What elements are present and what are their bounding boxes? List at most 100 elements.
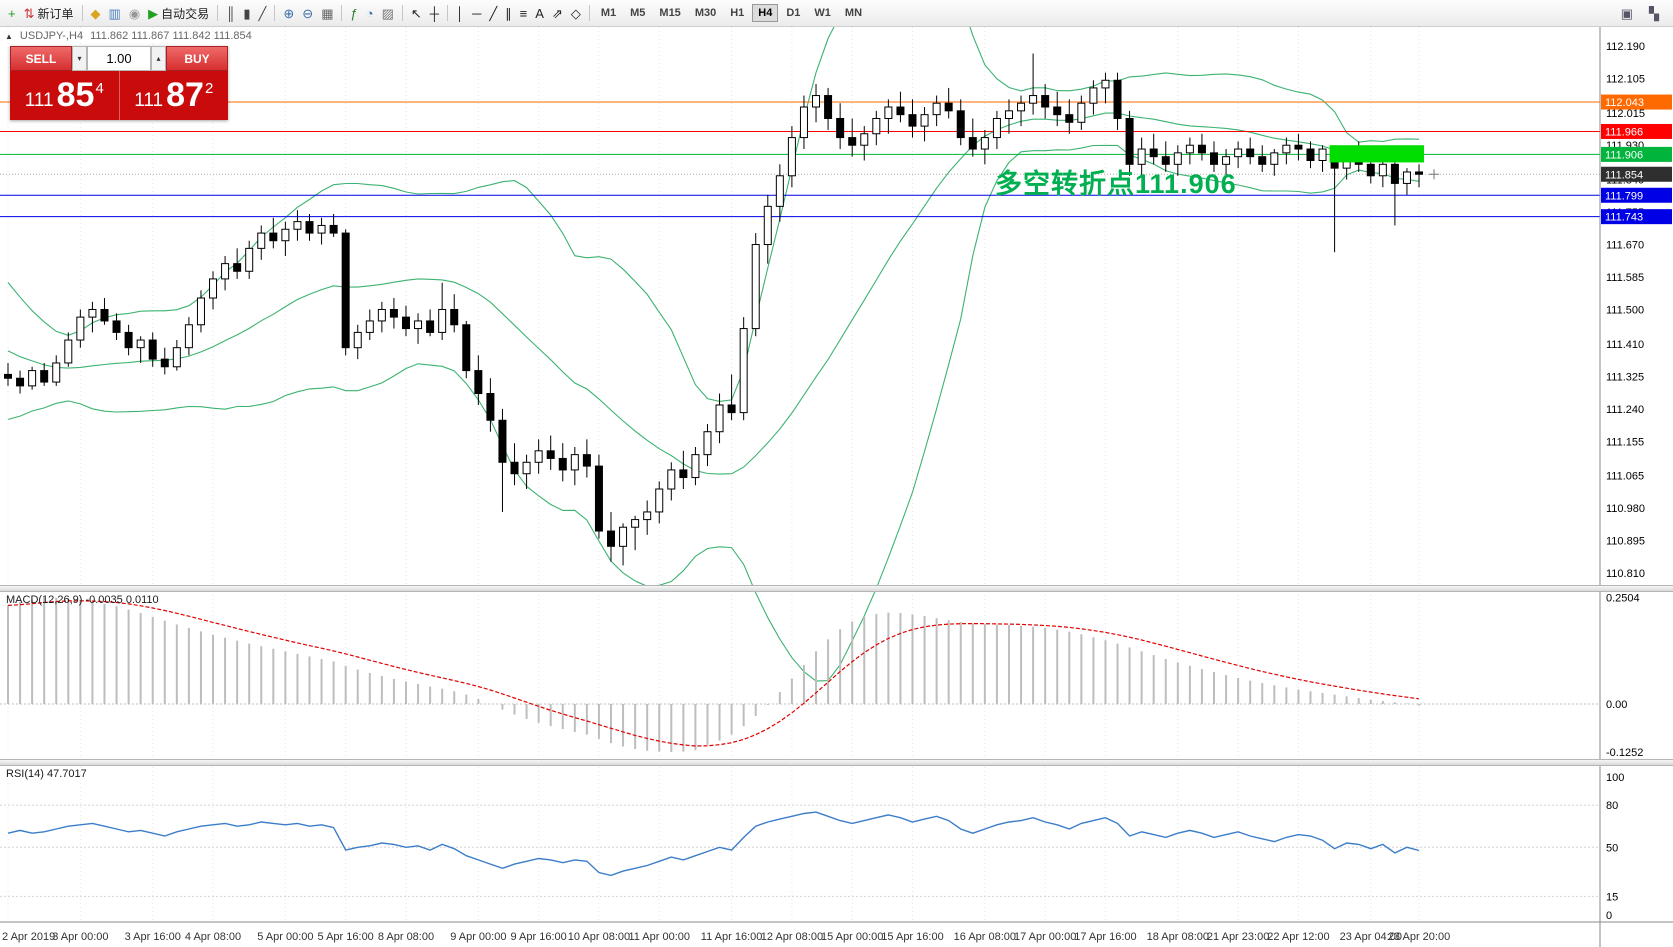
candle (775, 164, 784, 222)
candle (848, 118, 857, 157)
price-tag[interactable]: 111.799 (1601, 187, 1672, 203)
candle (76, 309, 85, 348)
templates-icon: ▨ (381, 5, 394, 21)
fibonacci-button[interactable]: ≡ (516, 5, 532, 22)
price-tag[interactable]: 111.906 (1601, 146, 1672, 162)
volume-input[interactable]: 1.00 (87, 46, 151, 71)
line-chart-button[interactable]: ╱ (255, 5, 271, 22)
text-button[interactable]: A (531, 5, 548, 22)
candle-body (570, 454, 579, 471)
candle-body (377, 308, 386, 322)
new-window-icon[interactable]: ▣ (1617, 5, 1637, 22)
tile-windows-button[interactable]: ▦ (317, 5, 337, 22)
volume-up-button[interactable]: ▴ (151, 46, 166, 71)
candle-body (4, 373, 12, 379)
candle (703, 424, 712, 467)
candle-body (76, 316, 85, 341)
panel-divider[interactable] (0, 759, 1673, 766)
candle (980, 129, 989, 165)
terminal-icon: ◉ (128, 5, 141, 21)
chart-annotation[interactable]: 多空转折点111.906 (995, 169, 1237, 199)
toolbar-separator (401, 5, 403, 21)
collapse-chart-icon[interactable]: ▲ (5, 31, 13, 41)
candle-body (510, 461, 519, 475)
indicators-button[interactable]: ƒ (346, 5, 361, 22)
candle (329, 213, 338, 237)
templates-button[interactable]: ▨ (378, 5, 398, 22)
profiles-button[interactable]: ◆ (87, 5, 105, 22)
candle (787, 126, 796, 188)
candle (148, 332, 157, 367)
rsi-axis-label: 80 (1606, 800, 1618, 812)
candle-body (1366, 163, 1375, 177)
panel-divider[interactable] (0, 585, 1673, 592)
price-tag[interactable]: 112.043 (1601, 94, 1672, 110)
layout-icon[interactable]: ▚ (1645, 5, 1663, 22)
crosshair-button[interactable]: ┼ (426, 5, 443, 22)
tile-windows-icon: ▦ (321, 5, 334, 21)
price-axis[interactable]: 112.190112.105112.015111.930111.840111.7… (1606, 41, 1645, 580)
trendline-button[interactable]: ╱ (485, 5, 501, 22)
rsi-axis-label: 0 (1606, 910, 1612, 922)
cursor-button[interactable]: ↖ (407, 5, 426, 22)
toolbar-right: ▣ ▚ (1617, 5, 1669, 22)
toolbar: + ⇅ 新订单 ◆ ▥ ◉ ▶ 自动交易 ║ ▮ ╱ ⊕ ⊖ ▦ ƒ ◔ ▨ ↖ ┼ │ ─ ╱ ∥ ≡ A ⇗ ◇ M1 M5 M15 M… (0, 0, 1673, 27)
new-chart-button[interactable]: + (4, 5, 20, 22)
price-tag[interactable]: 111.854 (1601, 166, 1672, 182)
vertical-line-icon: │ (456, 5, 465, 21)
price-tag-bg (1601, 123, 1672, 139)
candle-body (1185, 144, 1194, 154)
candlestick-chart-button[interactable]: ▮ (239, 5, 254, 22)
vertical-line-button[interactable]: │ (452, 5, 468, 22)
data-window-button[interactable]: ▥ (105, 5, 125, 22)
periods-button[interactable]: ◔ (362, 5, 378, 22)
profiles-icon: ◆ (90, 5, 101, 21)
timeframe-m5-button[interactable]: M5 (630, 7, 646, 19)
candle (16, 370, 25, 394)
price-axis-label: 111.585 (1606, 272, 1644, 284)
candle (450, 294, 459, 333)
price-tag[interactable]: 111.966 (1601, 123, 1672, 139)
shapes-button[interactable]: ◇ (567, 5, 585, 22)
timeframe-d1-button[interactable]: D1 (786, 7, 801, 19)
ohlc-quote: 111.862 111.867 111.842 111.854 (90, 30, 252, 42)
channel-button[interactable]: ∥ (501, 5, 516, 22)
timeframe-m30-button[interactable]: M30 (694, 7, 717, 19)
zoom-out-button[interactable]: ⊖ (298, 5, 317, 22)
price-tag[interactable]: 111.743 (1601, 209, 1672, 225)
new-order-button[interactable]: ⇅ 新订单 (20, 3, 78, 24)
candle-body (1089, 87, 1098, 104)
terminal-button[interactable]: ◉ (125, 5, 144, 22)
bar-chart-button[interactable]: ║ (222, 5, 239, 22)
highlight-box[interactable] (1329, 145, 1425, 163)
candle (1101, 72, 1110, 104)
timeframe-m15-button[interactable]: M15 (659, 7, 681, 19)
arrow-button[interactable]: ⇗ (548, 5, 567, 22)
zoom-in-button[interactable]: ⊕ (279, 5, 298, 22)
volume-down-button[interactable]: ▾ (72, 46, 87, 71)
candle-body (196, 297, 205, 326)
symbol-header: ▲ USDJPY-,H4 111.862 111.867 111.842 111… (5, 30, 252, 42)
candle (1390, 160, 1399, 226)
buy-button[interactable]: BUY (166, 46, 228, 71)
horizontal-line-button[interactable]: ─ (468, 5, 485, 22)
candle-body (1101, 79, 1110, 89)
buy-price[interactable]: 111 87 2 (120, 71, 229, 120)
arrow-icon: ⇗ (551, 5, 563, 21)
sell-button[interactable]: SELL (10, 46, 72, 71)
autotrading-button[interactable]: ▶ 自动交易 (144, 3, 213, 24)
timeframe-w1-button[interactable]: W1 (814, 7, 831, 19)
candle (510, 443, 519, 486)
sell-price[interactable]: 111 85 4 (10, 71, 120, 120)
candle-body (956, 110, 965, 139)
timeframe-h1-button[interactable]: H1 (730, 7, 745, 19)
price-axis-label: 111.065 (1606, 471, 1644, 483)
timeframe-mn-button[interactable]: MN (844, 7, 863, 19)
timeframe-h4-button[interactable]: H4 (752, 4, 779, 22)
candle-body (1149, 148, 1158, 158)
timeframe-m1-button[interactable]: M1 (600, 7, 617, 19)
candle-body (401, 316, 410, 330)
